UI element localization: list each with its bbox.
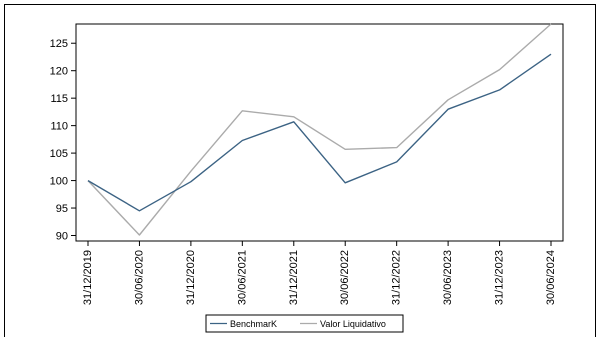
x-tick-label: 30/06/2020: [133, 250, 145, 305]
x-tick-label: 30/06/2023: [442, 250, 454, 305]
y-tick-label: 105: [50, 148, 68, 160]
y-axis: 90 95 100 105 110 115 120 125: [50, 38, 76, 243]
legend-label-benchmark: BenchmarK: [230, 319, 277, 329]
x-tick-label: 30/06/2024: [545, 250, 557, 305]
series-layer: [87, 23, 552, 236]
x-tick-label: 31/12/2021: [288, 250, 300, 305]
x-tick-label: 31/12/2022: [391, 250, 403, 305]
x-tick-label: 30/06/2021: [236, 250, 248, 305]
y-tick-label: 100: [50, 176, 68, 188]
legend-label-valor-liquidativo: Valor Liquidativo: [320, 319, 386, 329]
x-tick-label: 30/06/2022: [339, 250, 351, 305]
y-tick-label: 90: [56, 231, 68, 243]
y-tick-label: 120: [50, 66, 68, 78]
y-tick-label: 110: [50, 121, 68, 133]
y-tick-label: 95: [56, 203, 68, 215]
plot-area: [75, 23, 564, 242]
y-tick-label: 125: [50, 38, 68, 50]
series-line-valor-liquidativo: [87, 23, 552, 236]
x-tick-label: 31/12/2019: [82, 250, 94, 305]
x-tick-label: 31/12/2023: [494, 250, 506, 305]
y-tick-label: 115: [50, 93, 68, 105]
legend: BenchmarK Valor Liquidativo: [205, 314, 404, 333]
series-line-benchmark: [87, 53, 552, 212]
chart-frame: [4, 4, 596, 337]
x-axis: 31/12/2019 30/06/2020 31/12/2020 30/06/2021…: [82, 241, 557, 305]
x-tick-label: 31/12/2020: [185, 250, 197, 305]
